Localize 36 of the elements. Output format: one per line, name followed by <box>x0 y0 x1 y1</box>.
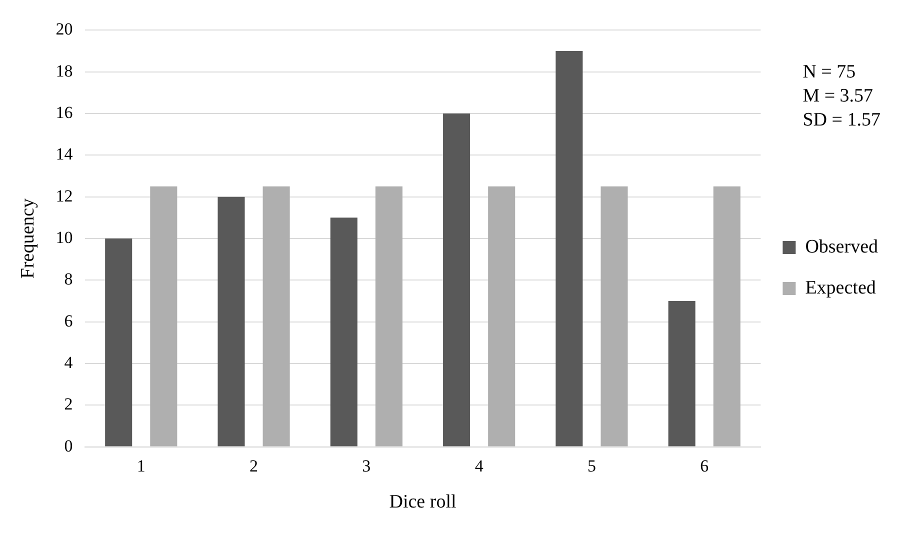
bar <box>262 186 290 446</box>
bar <box>443 114 470 446</box>
y-tick-label: 12 <box>56 186 73 206</box>
text: M = 3.57 <box>802 85 874 106</box>
x-tick-label: 2 <box>250 456 258 476</box>
y-tick-label: 8 <box>64 270 73 289</box>
y-tick-label: 18 <box>56 61 73 80</box>
bar <box>488 186 516 446</box>
y-tick-label: 4 <box>64 352 74 372</box>
y-tick-label: 2 <box>64 394 73 414</box>
bar <box>105 238 132 446</box>
bar <box>668 300 696 446</box>
bar <box>375 186 402 446</box>
y-tick-label: 0 <box>64 436 73 456</box>
bar <box>150 186 178 446</box>
bar <box>218 196 245 446</box>
x-axis-title: Dice roll <box>389 492 456 513</box>
y-axis-title: Frequency <box>17 198 38 279</box>
y-tick-label: 20 <box>56 20 73 39</box>
y-tick-label: 14 <box>56 144 74 164</box>
x-tick-label: 3 <box>362 456 371 476</box>
bar <box>713 186 740 446</box>
x-tick-label: 6 <box>700 456 709 476</box>
x-tick-label: 5 <box>587 456 596 476</box>
text: SD = 1.57 <box>802 109 880 130</box>
bar <box>330 218 358 446</box>
x-tick-label: 4 <box>474 456 484 476</box>
text: N = 75 <box>802 61 856 82</box>
x-tick-label: 1 <box>136 456 146 476</box>
y-tick-label: 16 <box>56 102 73 122</box>
y-tick-label: 10 <box>56 228 73 247</box>
y-tick-label: 6 <box>64 311 73 330</box>
legend-label: Observed <box>805 236 878 258</box>
bar <box>556 51 583 446</box>
legend-label: Expected <box>805 277 876 298</box>
bar <box>600 186 628 446</box>
